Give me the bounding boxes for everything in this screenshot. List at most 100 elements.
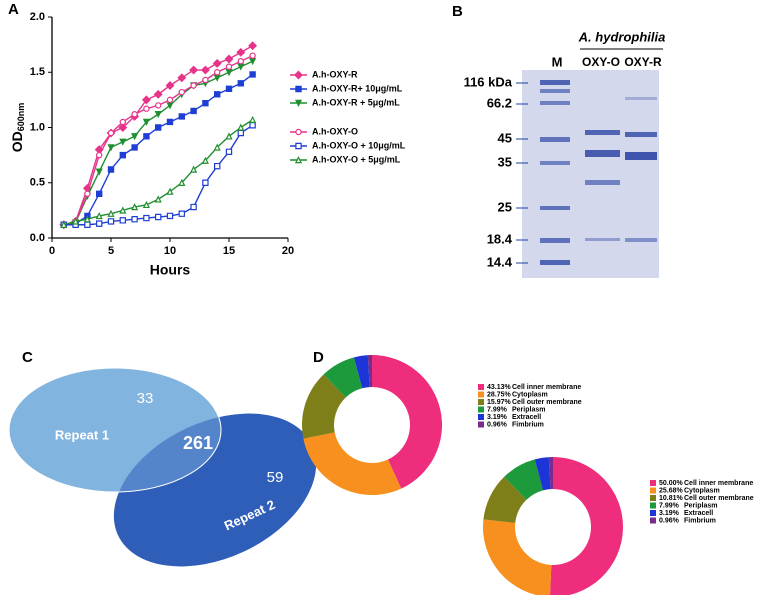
legend-value: 43.13%	[487, 384, 512, 391]
legend-value: 10.81%	[659, 495, 684, 502]
data-point	[213, 143, 221, 151]
panel-label: B	[452, 3, 463, 20]
venn-count: 59	[267, 469, 284, 486]
venn-overlap	[8, 367, 222, 493]
legend-label: A.h-OXY-R	[312, 69, 358, 79]
legend-label: A.h-OXY-O	[312, 126, 358, 136]
legend-swatch	[478, 384, 484, 390]
legend-swatch	[650, 480, 656, 486]
marker-label: 14.4	[487, 254, 513, 269]
data-point	[95, 151, 103, 159]
data-point	[190, 203, 197, 211]
legend-value: 50.00%	[659, 480, 684, 487]
data-point	[119, 206, 127, 214]
data-point	[96, 190, 103, 197]
y-axis-label-sub: 600nm	[16, 103, 26, 132]
donut-slice	[483, 519, 552, 595]
y-tick-label: 1.0	[30, 121, 45, 133]
data-point	[141, 95, 151, 105]
legend-label: Periplasm	[684, 502, 717, 509]
legend-label: Cell outer membrane	[684, 495, 754, 502]
data-point	[131, 203, 139, 211]
legend-value: 28.75%	[487, 391, 512, 398]
legend-label: Cell inner membrane	[512, 384, 581, 391]
data-point	[237, 129, 244, 137]
donut-slice	[367, 355, 372, 388]
donut-slice	[534, 457, 551, 491]
legend-swatch	[478, 414, 484, 420]
data-point	[202, 179, 209, 186]
marker-label: 116 kDa	[464, 74, 513, 89]
gel-bands	[540, 80, 657, 265]
donut-slice	[302, 374, 346, 439]
legend-value: 7.99%	[659, 502, 680, 509]
data-point	[153, 89, 163, 99]
data-point	[225, 63, 233, 70]
legend-marker	[294, 99, 303, 107]
gel-title: A. hydrophilia	[578, 29, 666, 44]
data-point	[248, 41, 258, 51]
legend-label: Extracell	[512, 414, 541, 421]
data-point	[178, 113, 185, 120]
marker-label: 45	[498, 130, 512, 145]
legend-marker	[294, 156, 303, 164]
data-point	[107, 144, 115, 152]
panel-label: D	[313, 349, 324, 366]
data-point	[154, 111, 162, 119]
venn-count: 33	[137, 390, 154, 407]
panel-label: C	[22, 349, 33, 366]
data-point	[178, 88, 185, 96]
data-point	[119, 138, 127, 146]
legend-marker	[294, 70, 303, 80]
data-point	[131, 144, 138, 151]
legend-swatch	[478, 391, 484, 398]
data-point	[119, 151, 126, 159]
donut-slice	[323, 357, 363, 398]
data-point	[225, 148, 233, 156]
legend-marker	[295, 142, 302, 150]
legend-label: A.h-OXY-R + 5μg/mL	[312, 97, 400, 107]
gel	[516, 48, 663, 278]
y-axis-label-main: OD	[9, 131, 25, 152]
legend-swatch	[650, 487, 656, 494]
y-tick-label: 0.0	[30, 232, 45, 244]
legend-swatch	[650, 510, 656, 516]
data-point	[236, 47, 246, 57]
data-point	[249, 122, 256, 129]
data-point	[201, 156, 209, 164]
data-point	[213, 69, 221, 76]
legend-swatch	[650, 495, 656, 501]
data-point	[165, 81, 175, 90]
data-point	[154, 102, 162, 109]
data-point	[249, 115, 257, 123]
legend-label: A.h-OXY-O + 10μg/mL	[312, 140, 406, 150]
x-axis-label: Hours	[150, 262, 191, 278]
x-tick-label: 10	[164, 245, 176, 257]
legend-label: A.h-OXY-O + 5μg/mL	[312, 154, 401, 164]
legend-value: 15.97%	[487, 399, 512, 406]
x-tick-label: 0	[49, 245, 55, 257]
venn-set-label: Repeat 1	[55, 427, 109, 442]
legend-swatch	[478, 406, 484, 413]
data-point	[60, 220, 68, 228]
data-point	[166, 187, 174, 195]
marker-label: 18.4	[487, 231, 513, 246]
data-point	[249, 58, 257, 66]
data-point	[190, 107, 197, 115]
legend-marker	[295, 85, 302, 93]
data-point	[118, 123, 128, 132]
data-point	[178, 178, 186, 186]
data-point	[96, 220, 103, 227]
legend-label: A.h-OXY-R+ 10μg/mL	[312, 83, 403, 93]
legend-marker	[295, 128, 302, 136]
data-point	[142, 200, 150, 209]
legend-label: Cell inner membrane	[684, 480, 753, 487]
data-point	[225, 69, 233, 77]
legend-value: 0.96%	[659, 517, 680, 524]
x-tick-label: 5	[108, 245, 114, 257]
x-tick-label: 15	[223, 245, 235, 257]
legend-label: Fimbrium	[512, 421, 544, 428]
data-point	[107, 166, 115, 173]
legend-value: 3.19%	[487, 414, 508, 421]
marker-label: 25	[498, 199, 512, 214]
